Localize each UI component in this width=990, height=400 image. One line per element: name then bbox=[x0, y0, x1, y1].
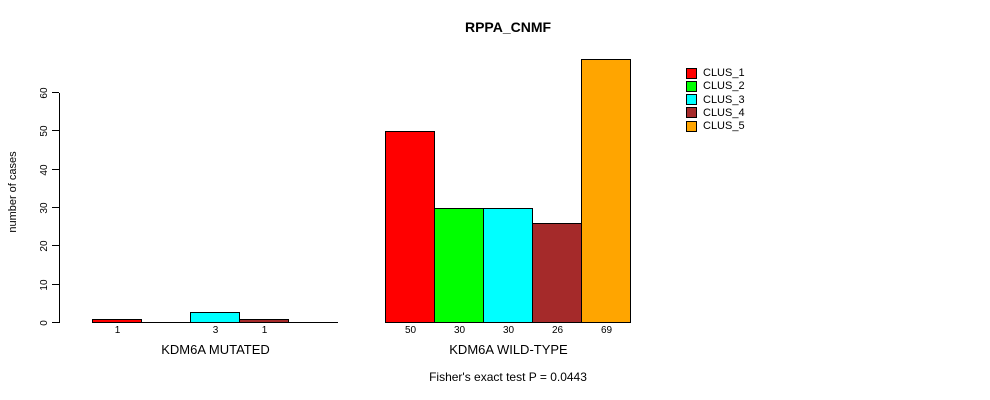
y-axis-line bbox=[59, 93, 60, 323]
bar-kdm6a-wild-type-clus_4 bbox=[532, 223, 582, 323]
y-tick bbox=[52, 168, 59, 170]
y-tick-label: 0 bbox=[39, 320, 50, 326]
bar-kdm6a-mutated-clus_3 bbox=[190, 311, 240, 323]
bar-value-label: 30 bbox=[502, 325, 515, 336]
y-tick bbox=[52, 322, 59, 323]
bar-kdm6a-wild-type-clus_5 bbox=[581, 58, 631, 323]
bar-value-label: 1 bbox=[261, 325, 268, 336]
group-label-kdm6a-wild-type: KDM6A WILD-TYPE bbox=[449, 342, 568, 357]
legend-label: CLUS_4 bbox=[703, 106, 745, 119]
legend-item-clus_3: CLUS_3 bbox=[686, 94, 745, 106]
legend-item-clus_1: CLUS_1 bbox=[686, 67, 745, 79]
bar-value-label: 26 bbox=[551, 325, 564, 336]
bar-value-label: 50 bbox=[404, 325, 417, 336]
legend-swatch-clus_1 bbox=[686, 67, 697, 79]
legend-label: CLUS_5 bbox=[703, 120, 745, 133]
chart-title: RPPA_CNMF bbox=[464, 19, 552, 35]
legend-swatch-clus_5 bbox=[686, 120, 697, 132]
y-tick bbox=[52, 245, 59, 247]
bar-kdm6a-wild-type-clus_3 bbox=[483, 208, 533, 323]
bar-kdm6a-wild-type-clus_2 bbox=[434, 208, 484, 323]
legend-label: CLUS_1 bbox=[703, 67, 745, 79]
bar-kdm6a-mutated-clus_1 bbox=[92, 319, 142, 323]
legend-item-clus_5: CLUS_5 bbox=[686, 120, 745, 132]
legend-swatch-clus_3 bbox=[686, 94, 697, 106]
bar-value-label: 1 bbox=[114, 325, 121, 336]
legend-label: CLUS_3 bbox=[703, 93, 745, 106]
legend-swatch-clus_4 bbox=[686, 107, 697, 119]
group-label-kdm6a-mutated: KDM6A MUTATED bbox=[161, 342, 270, 357]
y-tick bbox=[52, 130, 59, 132]
y-axis-label: number of cases bbox=[7, 151, 19, 233]
y-tick bbox=[52, 283, 59, 285]
bar-value-label: 30 bbox=[453, 325, 466, 336]
legend-label: CLUS_2 bbox=[703, 80, 745, 93]
bar-value-label: 69 bbox=[600, 325, 613, 336]
y-tick-label: 60 bbox=[39, 87, 50, 99]
legend-item-clus_2: CLUS_2 bbox=[686, 80, 745, 92]
legend-swatch-clus_2 bbox=[686, 80, 697, 92]
bar-kdm6a-wild-type-clus_1 bbox=[385, 131, 435, 323]
y-tick bbox=[52, 92, 59, 93]
y-tick-label: 50 bbox=[39, 125, 50, 137]
y-tick-label: 20 bbox=[39, 240, 50, 252]
y-tick bbox=[52, 207, 59, 208]
y-tick-label: 10 bbox=[39, 279, 50, 291]
y-tick-label: 30 bbox=[39, 202, 50, 214]
fisher-test-annotation: Fisher's exact test P = 0.0443 bbox=[429, 370, 587, 384]
bar-kdm6a-mutated-clus_4 bbox=[239, 319, 289, 323]
bar-value-label: 3 bbox=[212, 325, 219, 336]
y-tick-label: 40 bbox=[39, 164, 50, 176]
legend-item-clus_4: CLUS_4 bbox=[686, 107, 745, 119]
